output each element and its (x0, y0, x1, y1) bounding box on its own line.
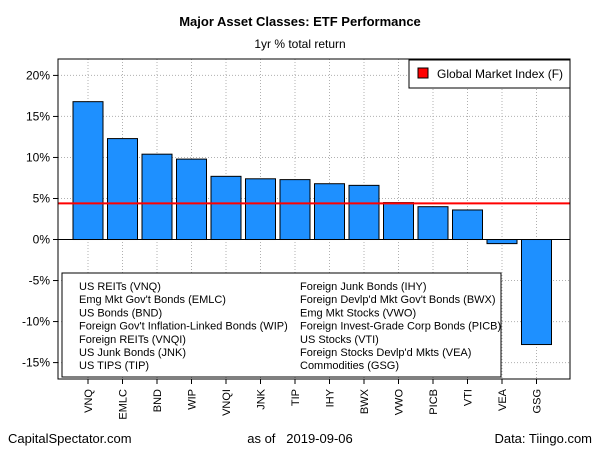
key-entry-left: US Bonds (BND) (79, 307, 162, 319)
key-entry-right: US Stocks (VTI) (300, 334, 379, 346)
key-entry-left: US Junk Bonds (JNK) (79, 347, 186, 359)
x-tick-label: JNK (256, 388, 268, 409)
bar-tip (279, 179, 311, 241)
x-tick-label: PICB (428, 389, 440, 415)
x-tick-label: VEA (497, 388, 509, 411)
bar-gsg (521, 239, 552, 346)
y-tick-label: 5% (33, 191, 51, 205)
y-tick-label: -15% (22, 356, 50, 370)
x-tick-label: EMLC (118, 389, 130, 420)
bar-chart: -15%-10%-5%0%5%10%15%20%US REITs (VNQ)Em… (22, 58, 571, 420)
footer-data-source: Data: Tiingo.com (494, 431, 592, 446)
chart-subtitle: 1yr % total return (254, 37, 346, 51)
x-tick-label: VNQ (83, 389, 95, 413)
plot-frame (57, 58, 571, 380)
bar-bnd (141, 153, 173, 241)
y-tick-label: -5% (29, 274, 51, 288)
legend-label: Global Market Index (F) (437, 67, 563, 81)
x-tick-label: BWX (359, 388, 371, 414)
ticker-key-box (61, 272, 502, 378)
key-entry-right: Emg Mkt Stocks (VWO) (300, 307, 416, 319)
footer-date: as of 2019-09-06 (0, 431, 600, 446)
bar-wip (176, 158, 207, 241)
legend-box (408, 59, 571, 89)
key-entry-right: Foreign Invest-Grade Corp Bonds (PICB) (300, 321, 501, 333)
chart-title: Major Asset Classes: ETF Performance (179, 14, 421, 29)
bar-jnk (245, 178, 276, 241)
bar-bwx (348, 184, 380, 241)
bar-vnq (72, 101, 104, 241)
key-entry-right: Foreign Stocks Devlp'd Mkts (VEA) (300, 347, 471, 359)
y-tick-label: 0% (33, 233, 51, 247)
y-tick-label: 20% (26, 68, 50, 82)
bar-vea (486, 239, 518, 245)
key-entry-left: Foreign Gov't Inflation-Linked Bonds (WI… (79, 321, 288, 333)
as-of-label: as of (247, 431, 276, 446)
bar-ihy (314, 183, 345, 241)
key-entry-left: Foreign REITs (VNQI) (79, 334, 186, 346)
x-tick-label: VTI (463, 389, 475, 406)
key-entry-right: Foreign Devlp'd Mkt Gov't Bonds (BWX) (300, 294, 496, 306)
bar-vti (452, 209, 483, 241)
y-tick-label: 15% (26, 109, 50, 123)
x-tick-label: TIP (290, 389, 302, 406)
y-tick-label: 10% (26, 150, 50, 164)
key-entry-left: Emg Mkt Gov't Bonds (EMLC) (79, 294, 226, 306)
x-tick-label: BND (152, 389, 164, 412)
bar-emlc (107, 138, 138, 241)
x-tick-label: VWO (394, 389, 406, 416)
x-tick-label: WIP (187, 389, 199, 410)
x-tick-label: VNQI (221, 389, 233, 416)
footer-source-site: CapitalSpectator.com (8, 431, 132, 446)
legend-swatch (417, 67, 429, 79)
as-of-date: 2019-09-06 (286, 431, 353, 446)
y-tick-label: -10% (22, 315, 50, 329)
key-entry-right: Commodities (GSG) (300, 360, 399, 372)
key-entry-left: US TIPS (TIP) (79, 360, 149, 372)
x-tick-label: IHY (325, 388, 337, 407)
bar-vwo (383, 202, 414, 241)
x-tick-label: GSG (532, 389, 544, 413)
bar-vnqi (210, 175, 242, 241)
key-entry-left: US REITs (VNQ) (79, 281, 161, 293)
key-entry-right: Foreign Junk Bonds (IHY) (300, 281, 427, 293)
bar-picb (417, 206, 449, 241)
